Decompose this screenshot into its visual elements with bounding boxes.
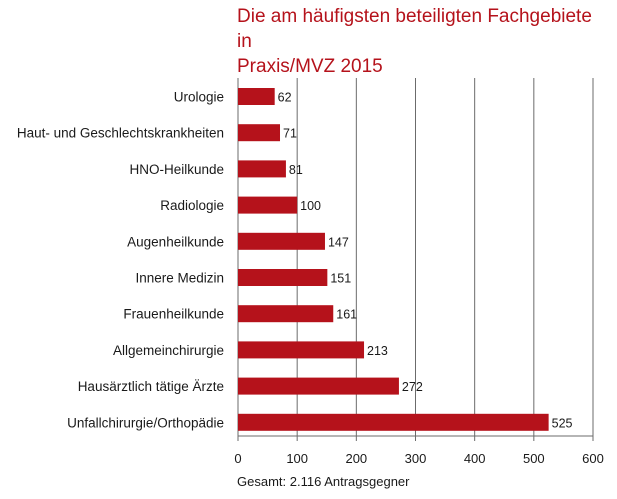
data-label: 161	[336, 308, 357, 322]
bar-hno-heilkunde	[238, 160, 286, 178]
bar-unfallchirurgie-orthopädie	[238, 413, 549, 431]
category-label: HNO-Heilkunde	[129, 162, 224, 177]
data-label: 213	[367, 344, 388, 358]
bar-allgemeinchirurgie	[238, 341, 365, 359]
data-label: 147	[328, 235, 349, 249]
x-tick-label: 500	[523, 451, 545, 466]
category-label: Allgemeinchirurgie	[113, 343, 224, 358]
data-label: 62	[278, 91, 292, 105]
bar-haut-und-geschlechtskrankheiten	[238, 124, 281, 142]
bar-augenheilkunde	[238, 232, 325, 250]
x-tick-label: 300	[405, 451, 427, 466]
x-tick-label: 0	[234, 451, 241, 466]
data-label: 71	[283, 127, 297, 141]
bar-hausärztlich-tätige-ärzte	[238, 377, 399, 395]
category-label: Frauenheilkunde	[123, 307, 224, 322]
x-tick-label: 100	[286, 451, 308, 466]
data-label: 151	[330, 272, 351, 286]
bar-radiologie	[238, 196, 298, 214]
x-tick-label: 400	[464, 451, 486, 466]
data-label: 100	[300, 199, 321, 213]
category-label: Urologie	[174, 90, 224, 105]
category-label: Haut- und Geschlechtskrankheiten	[17, 126, 224, 141]
chart-footnote: Gesamt: 2.116 Antragsgegner	[237, 474, 410, 489]
x-tick-label: 600	[582, 451, 604, 466]
bar-innere-medizin	[238, 269, 328, 286]
category-label: Augenheilkunde	[127, 234, 224, 249]
bar-urologie	[238, 88, 275, 105]
bar-frauenheilkunde	[238, 305, 334, 323]
category-label: Radiologie	[160, 198, 224, 213]
chart-title: Die am häufigsten beteiligten Fachgebiet…	[237, 4, 607, 79]
data-label: 81	[289, 163, 303, 177]
category-label: Hausärztlich tätige Ärzte	[78, 379, 224, 394]
chart-title-line-2: Praxis/MVZ 2015	[237, 56, 383, 77]
data-label: 272	[402, 380, 423, 394]
category-label: Innere Medizin	[135, 271, 224, 286]
x-tick-label: 200	[345, 451, 367, 466]
category-label: Unfallchirurgie/Orthopädie	[67, 415, 224, 430]
data-label: 525	[552, 416, 573, 430]
chart-title-line-1: Die am häufigsten beteiligten Fachgebiet…	[237, 6, 592, 52]
